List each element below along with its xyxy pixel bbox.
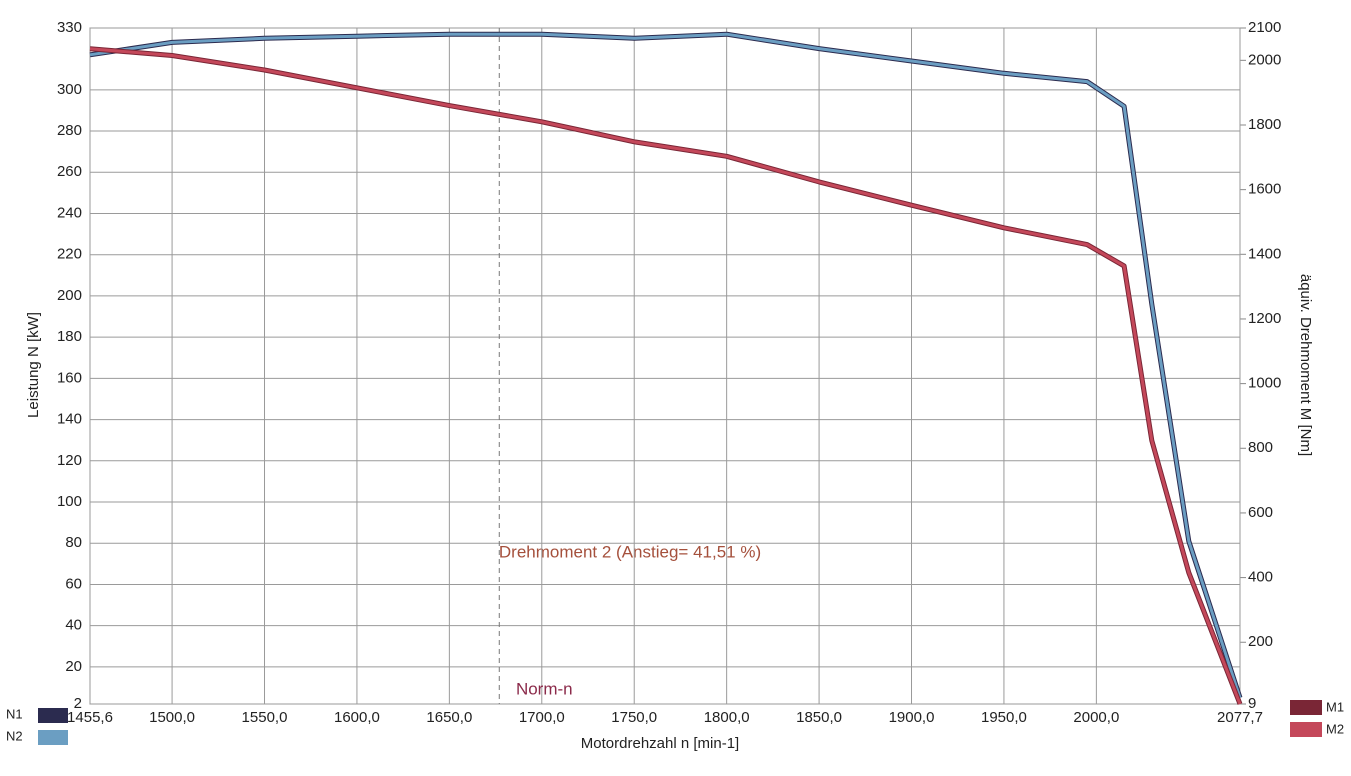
y-tick-label: 80 xyxy=(65,534,82,551)
y-tick-label: 330 xyxy=(57,19,82,36)
y2-tick-label: 2000 xyxy=(1248,51,1281,68)
legend-label: M1 xyxy=(1326,699,1344,714)
y-tick-label: 2 xyxy=(74,695,82,712)
y2-tick-label: 2100 xyxy=(1248,19,1281,36)
x-tick-label: 1600,0 xyxy=(334,709,380,726)
x-tick-label: 2000,0 xyxy=(1073,709,1119,726)
x-tick-label: 1500,0 xyxy=(149,709,195,726)
y2-tick-label: 1800 xyxy=(1248,116,1281,133)
legend-swatch xyxy=(38,730,68,745)
y-axis-title: Leistung N [kW] xyxy=(25,312,42,418)
y2-tick-label: 1000 xyxy=(1248,375,1281,392)
y2-tick-label: 1200 xyxy=(1248,310,1281,327)
x-tick-label: 1550,0 xyxy=(242,709,288,726)
x-tick-label: 1900,0 xyxy=(889,709,935,726)
y-tick-label: 140 xyxy=(57,411,82,428)
y-tick-label: 240 xyxy=(57,204,82,221)
y2-tick-label: 1400 xyxy=(1248,245,1281,262)
y-tick-label: 300 xyxy=(57,81,82,98)
legend-label: M2 xyxy=(1326,721,1344,736)
series-line xyxy=(89,47,1242,705)
y-tick-label: 180 xyxy=(57,328,82,345)
y-tick-label: 160 xyxy=(57,369,82,386)
y-tick-label: 280 xyxy=(57,122,82,139)
y-tick-label: 100 xyxy=(57,493,82,510)
y2-tick-label: 200 xyxy=(1248,633,1273,650)
x-tick-label: 1650,0 xyxy=(426,709,472,726)
x-tick-label: 1750,0 xyxy=(611,709,657,726)
legend-swatch xyxy=(1290,700,1322,715)
x-tick-label: 1950,0 xyxy=(981,709,1027,726)
legend-swatch xyxy=(1290,722,1322,737)
y-tick-label: 200 xyxy=(57,287,82,304)
x-tick-label: 1455,6 xyxy=(67,709,113,726)
y2-tick-label: 1600 xyxy=(1248,181,1281,198)
y-tick-label: 220 xyxy=(57,246,82,263)
series-line xyxy=(89,32,1242,699)
y-tick-label: 60 xyxy=(65,575,82,592)
x-axis-title: Motordrehzahl n [min-1] xyxy=(581,735,739,752)
annotation: Norm-n xyxy=(516,679,573,698)
y-tick-label: 20 xyxy=(65,658,82,675)
y2-tick-label: 400 xyxy=(1248,569,1273,586)
y-tick-label: 40 xyxy=(65,617,82,634)
y-tick-label: 120 xyxy=(57,452,82,469)
legend-swatch xyxy=(38,708,68,723)
y2-tick-label: 800 xyxy=(1248,439,1273,456)
y2-tick-label: 9 xyxy=(1248,695,1256,712)
x-tick-label: 1700,0 xyxy=(519,709,565,726)
y-tick-label: 260 xyxy=(57,163,82,180)
annotation: Drehmoment 2 (Anstieg= 41,51 %) xyxy=(499,542,761,561)
x-tick-label: 2077,7 xyxy=(1217,709,1263,726)
x-tick-label: 1800,0 xyxy=(704,709,750,726)
legend-label: N2 xyxy=(6,728,23,743)
legend-label: N1 xyxy=(6,706,23,721)
y2-tick-label: 600 xyxy=(1248,504,1273,521)
y2-axis-title: äquiv. Drehmoment M [Nm] xyxy=(1297,274,1314,456)
x-tick-label: 1850,0 xyxy=(796,709,842,726)
